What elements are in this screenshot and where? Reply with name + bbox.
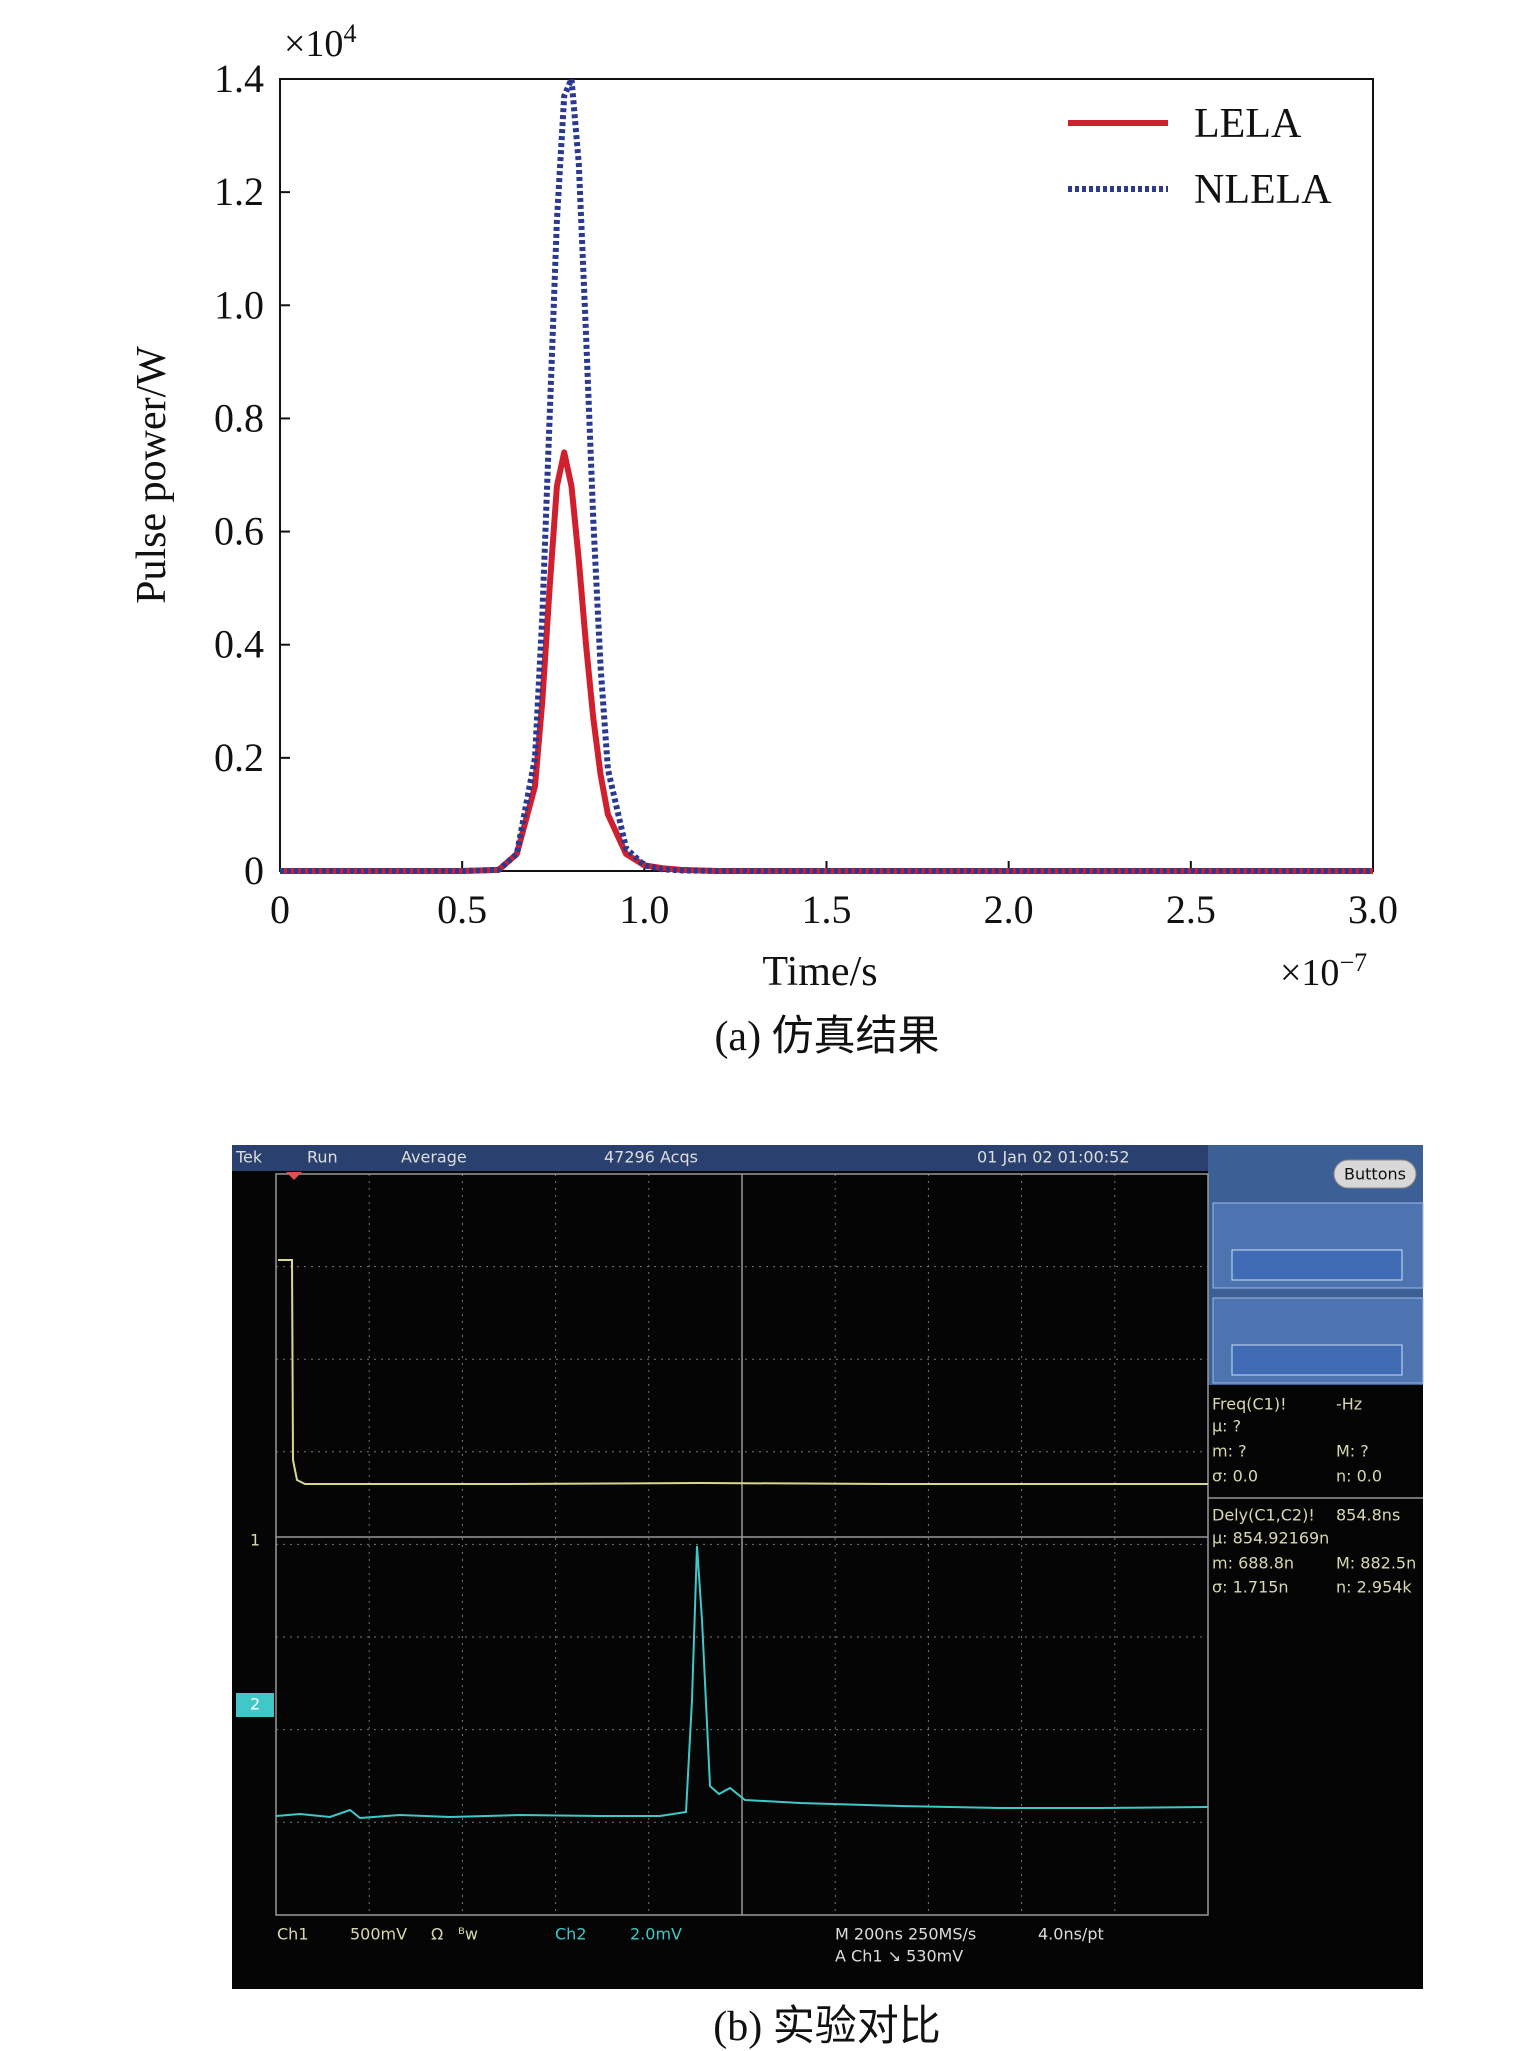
scope-label: 47296 Acqs [604,1148,698,1167]
status-text: 2.0mV [630,1925,682,1944]
ch1-trace [278,1259,1208,1485]
y-tick-label: 0.6 [214,509,264,554]
status-text: Ch1 [277,1925,309,1944]
y-tick-label: 1.0 [214,282,264,327]
measurement: σ: 0.0 [1212,1467,1258,1486]
series-line [280,449,1373,874]
legend-label: LELA [1194,101,1302,147]
measurement: µ: ? [1212,1417,1241,1436]
scope-label: 01 Jan 02 01:00:52 [977,1148,1130,1167]
side-field [1231,1249,1403,1281]
ch2-trace [275,1545,1209,1820]
legend-label: NLELA [1194,167,1332,213]
y-multiplier: ×104 [284,19,356,65]
y-tick-label: 0.4 [214,622,264,667]
x-tick-label: 1.5 [802,887,852,932]
chart: ×104 ×10−7 Time/s Pulse power/W (a) 仿真结果… [129,19,1398,1060]
measurement: m: ? [1212,1442,1247,1461]
button-label: Buttons [1344,1165,1406,1184]
scope-grid [276,1174,1208,1915]
y-tick-label: 0.8 [214,395,264,440]
ch2-marker-box [236,1693,274,1717]
y-axis-label: Pulse power/W [129,346,175,604]
x-multiplier-exponent: −7 [1339,948,1367,977]
measurement: M: ? [1336,1442,1369,1461]
x-tick-label: 1.0 [619,887,669,932]
status-text: Ω [431,1925,443,1944]
status-text: 500mV [350,1925,407,1944]
y-tick-label: 0 [244,848,264,893]
measurement: -Hz [1336,1395,1362,1414]
series-line [280,76,1373,874]
buttons-button [1333,1159,1417,1189]
y-multiplier-base: ×10 [284,23,343,65]
channel-marker: 2 [250,1695,260,1714]
status-text: 4.0ns/pt [1038,1925,1104,1944]
measurement: M: 882.5n [1336,1554,1416,1573]
y-multiplier-exponent: 4 [343,19,356,48]
status-text: Ch2 [555,1925,587,1944]
measurement: n: 0.0 [1336,1467,1382,1486]
y-tick-label: 0.2 [214,735,264,780]
measurement: Freq(C1)! [1212,1395,1287,1414]
x-tick-label: 3.0 [1348,887,1398,932]
x-tick-label: 0.5 [437,887,487,932]
x-multiplier: ×10−7 [1280,948,1367,994]
channel-marker: 1 [250,1531,260,1550]
measurement: µ: 854.92169n [1212,1529,1329,1548]
status-text: A Ch1 ↘ 530mV [835,1947,963,1966]
x-axis-label: Time/s [762,949,877,995]
oscilloscope-screenshot: Tek Run Average 47296 Acqs 01 Jan 02 01:… [232,1145,1424,2050]
scope-top-bar [232,1145,1208,1171]
status-text: ᴮw [458,1925,478,1944]
x-multiplier-base: ×10 [1280,952,1339,994]
measurement: σ: 1.715n [1212,1578,1289,1597]
caption: (a) 仿真结果 [714,1014,939,1060]
x-tick-label: 2.5 [1166,887,1216,932]
trigger-marker [286,1172,302,1180]
side-field [1231,1344,1403,1376]
measurement: n: 2.954k [1336,1578,1412,1597]
measurement: 854.8ns [1336,1506,1400,1525]
x-tick-label: 0 [270,887,290,932]
status-text: M 200ns 250MS/s [835,1925,976,1944]
measurement: Dely(C1,C2)! [1212,1506,1315,1525]
x-tick-label: 2.0 [984,887,1034,932]
y-tick-label: 1.2 [214,169,264,214]
caption: (b) 实验对比 [713,2003,940,2050]
y-tick-label: 1.4 [214,56,264,101]
scope-label: Run [307,1148,338,1167]
scope-label: Tek [235,1148,263,1167]
scope-label: Average [401,1148,467,1167]
measurement: m: 688.8n [1212,1554,1294,1573]
